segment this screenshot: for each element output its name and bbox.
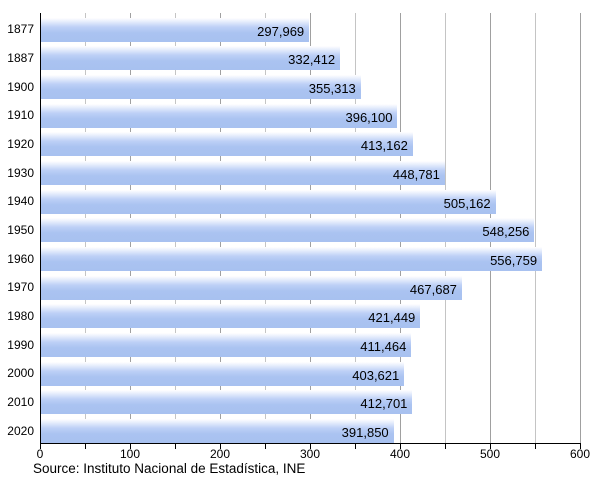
bar-row: 556,759 (41, 242, 581, 271)
x-axis-tick-label: 200 (209, 447, 231, 461)
x-axis-tick (40, 444, 41, 449)
bar: 403,621 (41, 361, 405, 386)
bar: 411,464 (41, 332, 412, 357)
bar-value-label: 421,449 (368, 310, 416, 326)
y-axis-label: 1990 (7, 337, 34, 352)
x-axis-tick (355, 444, 356, 449)
y-axis-label: 2000 (7, 366, 34, 381)
bar-value-label: 297,969 (257, 23, 305, 39)
y-axis-label: 1900 (7, 79, 34, 94)
x-axis-tick (85, 444, 86, 449)
bar-row: 467,687 (41, 271, 581, 300)
bar-value-label: 403,621 (352, 367, 400, 383)
x-axis-tick (310, 444, 311, 449)
x-axis-tick-label: 400 (389, 447, 411, 461)
bar: 421,449 (41, 304, 421, 329)
bar-row: 548,256 (41, 214, 581, 243)
bar: 412,701 (41, 390, 413, 415)
y-axis-label: 2010 (7, 395, 34, 409)
bar-row: 396,100 (41, 99, 581, 128)
major-gridline (580, 13, 581, 443)
bar-value-label: 391,850 (341, 424, 389, 440)
y-axis-label: 1960 (7, 251, 34, 266)
y-axis-label: 1970 (7, 280, 34, 295)
bar-row: 412,701 (41, 386, 581, 415)
bar: 556,759 (41, 246, 543, 271)
y-axis-label: 1910 (7, 108, 34, 123)
bar-value-label: 396,100 (345, 109, 393, 125)
bar: 396,100 (41, 103, 398, 128)
plot-area: 297,969 332,412 355,313 396,100 413,162 448,7… (40, 13, 581, 444)
source-note: Source: Instituto Nacional de Estadístic… (33, 461, 306, 476)
bar-value-label: 332,412 (288, 52, 336, 68)
bar: 355,313 (41, 74, 361, 99)
x-axis-tick (400, 444, 401, 449)
bar-value-label: 467,687 (409, 281, 457, 297)
x-axis-tick (175, 444, 176, 449)
bar-row: 391,850 (41, 414, 581, 443)
bar: 297,969 (41, 17, 310, 42)
y-axis-label: 1980 (7, 309, 34, 323)
bar-row: 411,464 (41, 328, 581, 357)
x-axis-tick (580, 444, 581, 449)
bar: 505,162 (41, 189, 496, 214)
bar: 467,687 (41, 275, 462, 300)
x-axis-tick-label: 0 (36, 447, 44, 461)
bar: 448,781 (41, 160, 445, 185)
x-axis-tick (220, 444, 221, 449)
x-axis-tick-label: 300 (299, 447, 321, 461)
y-axis-label: 1950 (7, 223, 34, 237)
x-axis-tick-label: 100 (119, 447, 141, 461)
y-axis-label: 1930 (7, 165, 34, 180)
x-axis-tick (445, 444, 446, 449)
x-axis-tick (490, 444, 491, 449)
bar-value-label: 448,781 (392, 166, 440, 182)
bar: 548,256 (41, 218, 535, 243)
bar-value-label: 556,759 (490, 252, 538, 268)
x-axis-tick (265, 444, 266, 449)
y-axis-label: 1920 (7, 137, 34, 151)
x-axis-tick (130, 444, 131, 449)
bar-value-label: 505,162 (443, 195, 491, 211)
y-axis-label: 1877 (7, 22, 34, 37)
minor-gridline (535, 13, 536, 443)
y-axis-label: 1887 (7, 51, 34, 65)
bar-value-label: 412,701 (360, 396, 408, 412)
y-axis-label: 1940 (7, 194, 34, 209)
bar-row: 332,412 (41, 42, 581, 71)
bar: 332,412 (41, 46, 341, 71)
bar-value-label: 548,256 (482, 224, 530, 240)
bar-row: 297,969 (41, 13, 581, 42)
bar-row: 403,621 (41, 357, 581, 386)
bar-row: 355,313 (41, 70, 581, 99)
bar-value-label: 413,162 (360, 138, 408, 154)
x-axis-tick-label: 500 (479, 447, 501, 461)
y-axis-label: 2020 (7, 423, 34, 438)
bar-value-label: 411,464 (360, 338, 407, 354)
bar: 391,850 (41, 418, 394, 443)
bar-row: 448,781 (41, 156, 581, 185)
bar-value-label: 355,313 (308, 80, 356, 96)
bar-row: 505,162 (41, 185, 581, 214)
x-axis-tick (535, 444, 536, 449)
bar-row: 421,449 (41, 300, 581, 329)
bar: 413,162 (41, 132, 413, 157)
x-axis-tick-label: 600 (569, 447, 591, 461)
bar-row: 413,162 (41, 128, 581, 157)
